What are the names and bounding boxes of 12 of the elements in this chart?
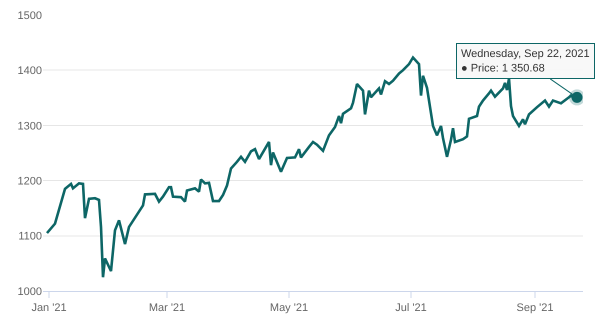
x-tick-label: Mar '21 (148, 302, 186, 314)
y-tick-label: 1500 (18, 10, 42, 22)
x-tick-label: Jul '21 (395, 302, 427, 314)
x-tick-label: Jan '21 (31, 302, 67, 314)
x-tick-label: Sep '21 (516, 302, 554, 314)
x-tick-label: May '21 (270, 302, 308, 314)
y-tick-label: 1100 (18, 230, 42, 243)
y-tick-label: 1400 (18, 65, 42, 78)
y-tick-label: 1300 (18, 120, 42, 132)
y-tick-label: 1200 (18, 175, 42, 188)
annotation: Wednesday, Sep 22, 2021 ● Price: 1 350.68 (461, 48, 590, 74)
y-tick-label: 1000 (18, 286, 42, 298)
